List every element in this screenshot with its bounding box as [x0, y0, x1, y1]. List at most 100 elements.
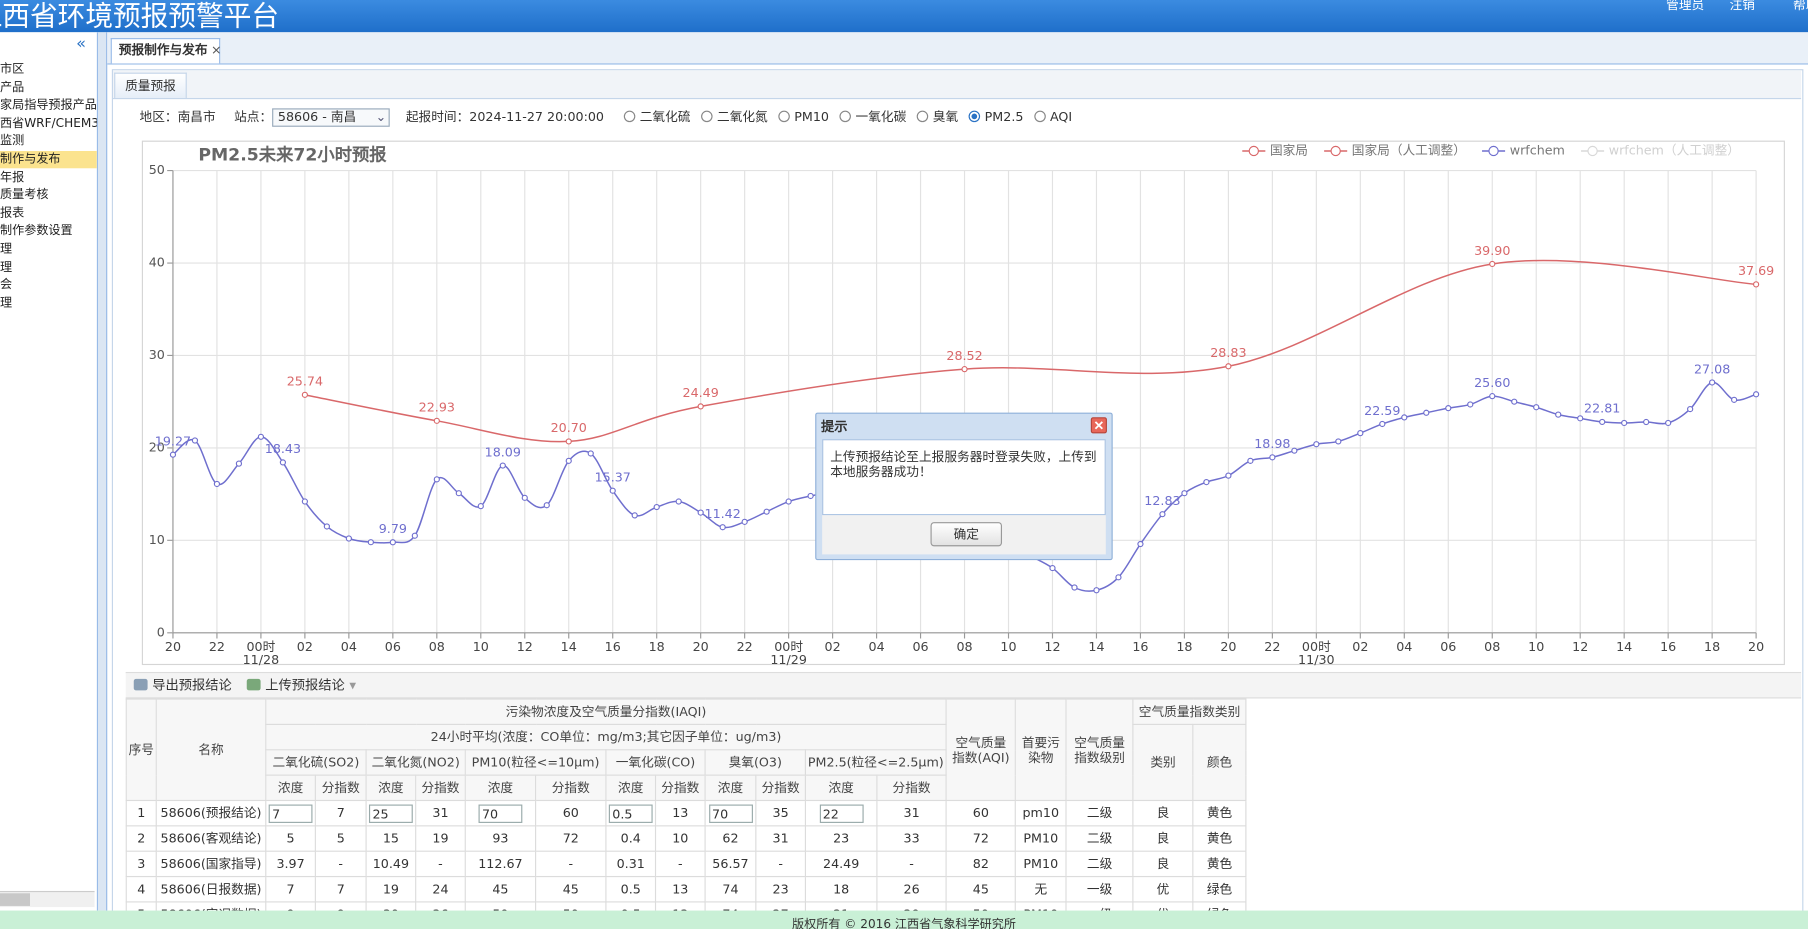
- nav-item[interactable]: 年报: [0, 170, 25, 184]
- table-cell: 31: [876, 799, 947, 827]
- table-cell: 良: [1132, 825, 1194, 852]
- nav-item[interactable]: 质量考核: [0, 188, 49, 202]
- nav-item[interactable]: 监测: [0, 134, 25, 148]
- radio-button[interactable]: [1033, 110, 1046, 123]
- ok-button[interactable]: 确定: [930, 522, 1003, 547]
- user-link[interactable]: 管理员: [1666, 0, 1705, 13]
- data-point: [543, 502, 550, 509]
- input-field[interactable]: 0.5: [608, 803, 653, 823]
- x-tick-label: 10: [1528, 639, 1545, 655]
- data-point: [1401, 414, 1408, 421]
- data-point: [1291, 447, 1298, 454]
- radio-option[interactable]: AQI: [1033, 108, 1073, 126]
- logout-link[interactable]: 注销: [1729, 0, 1755, 13]
- table-cell: 74: [704, 875, 757, 903]
- legend-item[interactable]: wrfchem: [1482, 142, 1565, 157]
- x-tick-label: 12: [1572, 639, 1589, 655]
- data-point: [1665, 419, 1672, 427]
- nav-item[interactable]: 家局指导预报产品: [0, 98, 97, 113]
- input-field[interactable]: 7: [268, 803, 313, 823]
- nav-item[interactable]: 理: [0, 260, 13, 274]
- radio-button[interactable]: [623, 110, 636, 123]
- dialog-title: 提示: [820, 418, 848, 435]
- radio-option[interactable]: 臭氧: [916, 108, 958, 126]
- legend-item[interactable]: wrfchem（人工调整）: [1581, 142, 1740, 157]
- radio-label: AQI: [1049, 109, 1073, 125]
- nav-item[interactable]: 制作与发布: [0, 150, 97, 169]
- legend-item[interactable]: 国家局（人工调整）: [1324, 142, 1466, 157]
- x-tick-label: 18: [1176, 639, 1193, 655]
- input-field[interactable]: 22: [819, 803, 864, 823]
- header-cell: 名称: [155, 698, 267, 802]
- station-select[interactable]: 58606 - 南昌 ⌄: [272, 108, 390, 127]
- header-cell: 臭氧(O3): [704, 749, 806, 776]
- nav-item[interactable]: 西省WRF/CHEM3: [0, 116, 99, 131]
- nav-item[interactable]: 会: [0, 277, 13, 292]
- data-point: [257, 433, 265, 440]
- station-value: 58606 - 南昌: [277, 109, 357, 125]
- input-field[interactable]: 70: [708, 803, 753, 823]
- nav-item[interactable]: 产品: [0, 80, 25, 95]
- header-cell: 污染物浓度及空气质量分指数(IAQI): [265, 698, 947, 725]
- table-cell: 二级: [1065, 825, 1134, 852]
- nav-item[interactable]: 报表: [0, 206, 25, 220]
- x-tick-label: 22: [208, 639, 225, 655]
- table-cell: 优: [1132, 875, 1194, 903]
- radio-option[interactable]: 二氧化氮: [700, 108, 768, 126]
- help-link[interactable]: 帮助: [1793, 0, 1808, 13]
- data-label: 19.27: [155, 433, 191, 448]
- upload-button[interactable]: 上传预报结论 ▾: [246, 673, 356, 697]
- header-cell: 类别: [1132, 723, 1194, 802]
- data-label: 37.69: [1738, 263, 1774, 278]
- nav-item[interactable]: 理: [0, 295, 13, 310]
- nav-item[interactable]: 理: [0, 242, 13, 256]
- collapse-button[interactable]: «: [76, 34, 86, 54]
- x-tick-label: 12: [516, 639, 533, 655]
- table-cell: 黄色: [1192, 850, 1247, 878]
- data-label: 24.49: [683, 385, 719, 400]
- radio-option[interactable]: 一氧化碳: [839, 108, 906, 126]
- main-tab[interactable]: 预报制作与发布 ×: [110, 38, 222, 64]
- x-tick-label: 04: [1396, 639, 1413, 655]
- scrollbar[interactable]: [0, 890, 95, 908]
- table-cell: PM10: [1014, 850, 1067, 878]
- radio-button[interactable]: [700, 110, 713, 123]
- table-cell: 18: [804, 875, 878, 903]
- radio-option[interactable]: PM2.5: [968, 108, 1023, 126]
- dialog-close[interactable]: [1090, 417, 1107, 434]
- data-label: 15.37: [595, 470, 631, 485]
- table-cell: 31: [415, 799, 466, 827]
- radio-button[interactable]: [839, 110, 851, 123]
- nav-item[interactable]: 制作参数设置: [0, 224, 73, 238]
- data-point: [1445, 405, 1452, 412]
- header-cell: 分指数: [535, 774, 607, 802]
- legend-label: wrfchem: [1510, 142, 1565, 157]
- table-cell: -: [415, 850, 466, 878]
- splitter[interactable]: [98, 32, 108, 911]
- data-label: 25.60: [1474, 375, 1510, 390]
- data-point: [1489, 260, 1496, 268]
- table-cell: 良: [1132, 799, 1194, 827]
- export-button[interactable]: 导出预报结论: [133, 673, 232, 697]
- radio-button[interactable]: [778, 110, 790, 123]
- x-tick-label: 20: [1220, 639, 1237, 655]
- table-cell: 60: [945, 799, 1016, 827]
- data-point: [1049, 564, 1056, 572]
- radio-button[interactable]: [968, 110, 981, 123]
- nav-item[interactable]: 市区: [0, 62, 25, 77]
- legend-item[interactable]: 国家局: [1242, 142, 1308, 157]
- data-label: 12.83: [1144, 493, 1180, 508]
- input-field[interactable]: 25: [368, 803, 413, 823]
- sub-tab[interactable]: 质量预报: [114, 72, 187, 98]
- radio-option[interactable]: PM10: [778, 108, 829, 126]
- radio-button[interactable]: [916, 110, 929, 123]
- data-point: [1752, 391, 1760, 398]
- radio-option[interactable]: 二氧化硫: [623, 108, 690, 126]
- table-cell: 70: [704, 799, 757, 827]
- data-point: [1621, 419, 1628, 427]
- header-bar: 江西省环境预报预警平台 管理员 注销 帮助: [0, 0, 1808, 33]
- table-cell: pm10: [1014, 799, 1067, 827]
- y-tick-label: 30: [149, 347, 165, 362]
- input-field[interactable]: 70: [478, 803, 523, 823]
- header-cell: 空气质量 指数(AQI): [945, 698, 1016, 802]
